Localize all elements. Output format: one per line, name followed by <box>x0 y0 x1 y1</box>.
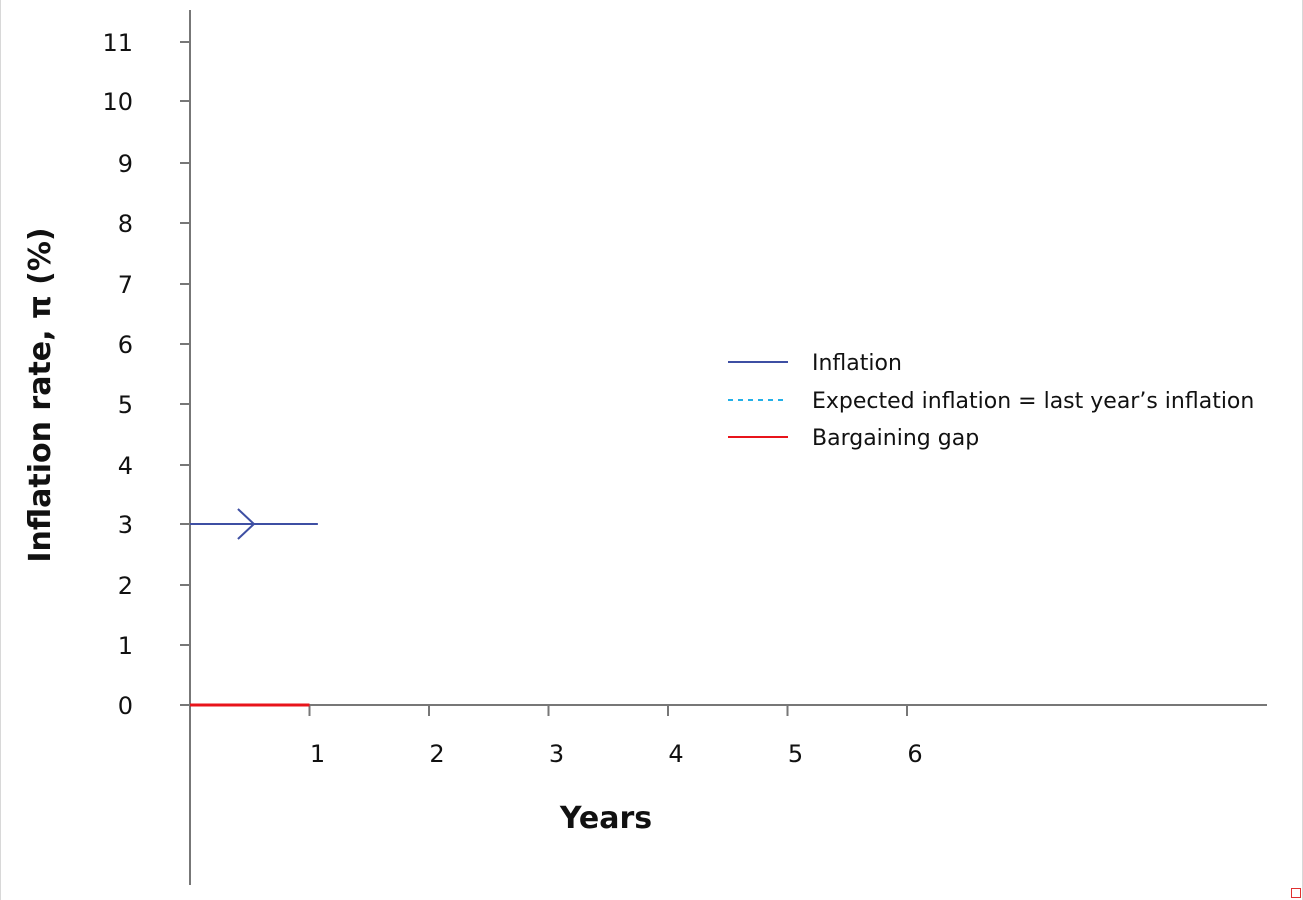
x-tick-label: 6 <box>907 740 922 768</box>
y-tick-label: 3 <box>118 511 133 539</box>
x-axis-title: Years <box>559 801 652 836</box>
y-tick-label: 7 <box>118 271 133 299</box>
y-tick-label: 9 <box>118 150 133 178</box>
y-tick-label: 11 <box>102 29 133 57</box>
y-axis-title: Inflation rate, π (%) <box>23 227 58 562</box>
y-tick-label: 8 <box>118 210 133 238</box>
legend-label: Inflation <box>812 351 902 376</box>
y-tick-label: 1 <box>118 632 133 660</box>
y-tick-label: 4 <box>118 452 133 480</box>
y-tick-label: 10 <box>102 88 133 116</box>
y-ticks: 0 1 2 3 4 5 6 7 8 9 10 11 <box>102 29 190 720</box>
y-tick-label: 5 <box>118 391 133 419</box>
x-tick-label: 3 <box>549 740 564 768</box>
x-tick-label: 5 <box>788 740 803 768</box>
series-arrow-0 <box>237 508 256 540</box>
x-tick-label: 2 <box>429 740 444 768</box>
axes <box>180 10 1267 885</box>
series-layer <box>190 508 318 707</box>
legend-label: Bargaining gap <box>812 426 979 451</box>
legend: Inflation Expected inflation = last year’… <box>728 351 1254 451</box>
x-tick-label: 4 <box>668 740 683 768</box>
page-border-left <box>0 0 1 900</box>
x-tick-label: 1 <box>310 740 325 768</box>
y-tick-label: 6 <box>118 331 133 359</box>
legend-label: Expected inflation = last year’s inflati… <box>812 389 1254 414</box>
y-tick-label: 2 <box>118 572 133 600</box>
y-tick-label: 0 <box>118 692 133 720</box>
corner-marker <box>1291 888 1301 898</box>
x-ticks: 1 2 3 4 5 6 <box>308 705 923 768</box>
